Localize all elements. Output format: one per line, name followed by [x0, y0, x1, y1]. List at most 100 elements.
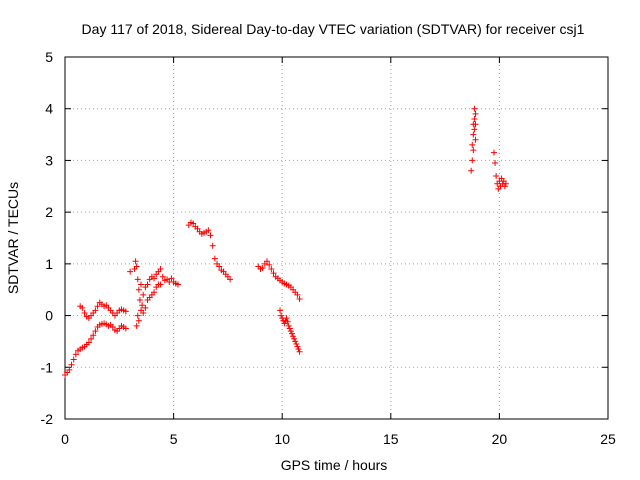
- data-point: [293, 341, 300, 348]
- data-point: [205, 227, 212, 234]
- data-point: [72, 351, 79, 358]
- axis-ticks: [64, 56, 609, 420]
- series-arc-5: [255, 258, 303, 303]
- data-point: [493, 172, 500, 179]
- data-point: [122, 308, 129, 315]
- data-point: [140, 291, 147, 298]
- data-point: [85, 339, 92, 346]
- data-point: [133, 263, 140, 270]
- y-tick-label: 5: [45, 49, 53, 65]
- data-point: [296, 348, 303, 355]
- data-point: [285, 322, 292, 329]
- data-point: [283, 315, 290, 322]
- data-point: [79, 304, 86, 311]
- plot-frame: [64, 56, 609, 420]
- y-tick-labels: -2 -1 0 1 2 3 4 5: [41, 49, 54, 427]
- data-point: [92, 307, 99, 314]
- data-point: [159, 273, 166, 280]
- series-arc-7: [468, 105, 479, 174]
- y-tick-label: 2: [45, 204, 53, 220]
- data-point: [122, 325, 129, 332]
- y-tick-label: -2: [41, 411, 54, 427]
- data-point: [502, 180, 509, 187]
- data-point: [88, 335, 95, 342]
- x-tick-label: 20: [492, 431, 508, 447]
- data-point: [194, 225, 201, 232]
- data-point: [294, 343, 301, 350]
- data-point: [190, 220, 197, 227]
- data-point: [81, 309, 88, 316]
- chart-title: Day 117 of 2018, Sidereal Day-to-day VTE…: [82, 21, 585, 37]
- data-point: [216, 263, 223, 270]
- x-tick-label: 25: [600, 431, 616, 447]
- data-point: [471, 105, 478, 112]
- data-point: [127, 268, 134, 275]
- y-tick-label: 0: [45, 308, 53, 324]
- y-tick-label: 4: [45, 101, 53, 117]
- series-arc-3: [127, 258, 181, 329]
- data-point: [138, 281, 145, 288]
- data-point: [294, 291, 301, 298]
- data-point: [94, 303, 101, 310]
- data-point: [471, 116, 478, 123]
- x-tick-label: 0: [61, 431, 69, 447]
- data-point: [168, 275, 175, 282]
- data-point: [291, 335, 298, 342]
- x-tick-label: 5: [170, 431, 178, 447]
- data-point: [472, 110, 479, 117]
- data-point: [132, 258, 139, 265]
- x-tick-label: 15: [383, 431, 399, 447]
- data-point: [142, 304, 149, 311]
- data-point: [263, 258, 270, 265]
- data-point: [134, 312, 141, 319]
- data-point: [490, 149, 497, 156]
- data-point: [133, 322, 140, 329]
- data-point: [135, 317, 142, 324]
- data-point: [470, 131, 477, 138]
- data-point: [268, 266, 275, 273]
- data-point: [139, 302, 146, 309]
- data-point: [209, 242, 216, 249]
- data-point: [292, 338, 299, 345]
- data-point: [290, 333, 297, 340]
- data-point: [295, 346, 302, 353]
- data-point: [284, 318, 291, 325]
- x-axis-label: GPS time / hours: [281, 457, 388, 473]
- data-point: [151, 275, 158, 282]
- data-point: [135, 286, 142, 293]
- data-point: [134, 276, 141, 283]
- data-point: [472, 136, 479, 143]
- data-point: [469, 141, 476, 148]
- data-point: [259, 264, 266, 271]
- data-point: [277, 307, 284, 314]
- data-point: [472, 121, 479, 128]
- data-point: [281, 320, 288, 327]
- series-arc-1: [62, 320, 129, 379]
- x-tick-label: 10: [274, 431, 290, 447]
- data-point: [469, 157, 476, 164]
- data-point: [270, 270, 277, 277]
- data-point: [92, 328, 99, 335]
- y-axis-label: SDTVAR / TECUs: [5, 182, 21, 294]
- data-point: [211, 255, 218, 262]
- data-point: [278, 312, 285, 319]
- data-point: [109, 323, 116, 330]
- y-tick-label: 1: [45, 256, 53, 272]
- data-point: [207, 232, 214, 239]
- data-point: [136, 297, 143, 304]
- data-point: [174, 281, 181, 288]
- data-point: [287, 328, 294, 335]
- data-point: [286, 325, 293, 332]
- data-point: [501, 183, 508, 190]
- data-point: [151, 289, 158, 296]
- data-point: [288, 330, 295, 337]
- data-point: [266, 261, 273, 268]
- y-tick-label: 3: [45, 152, 53, 168]
- data-point: [492, 160, 499, 167]
- series-arc-2: [77, 299, 129, 322]
- data-point: [90, 332, 97, 339]
- data-point: [68, 361, 75, 368]
- series-arc-8: [490, 149, 509, 192]
- data-point: [470, 147, 477, 154]
